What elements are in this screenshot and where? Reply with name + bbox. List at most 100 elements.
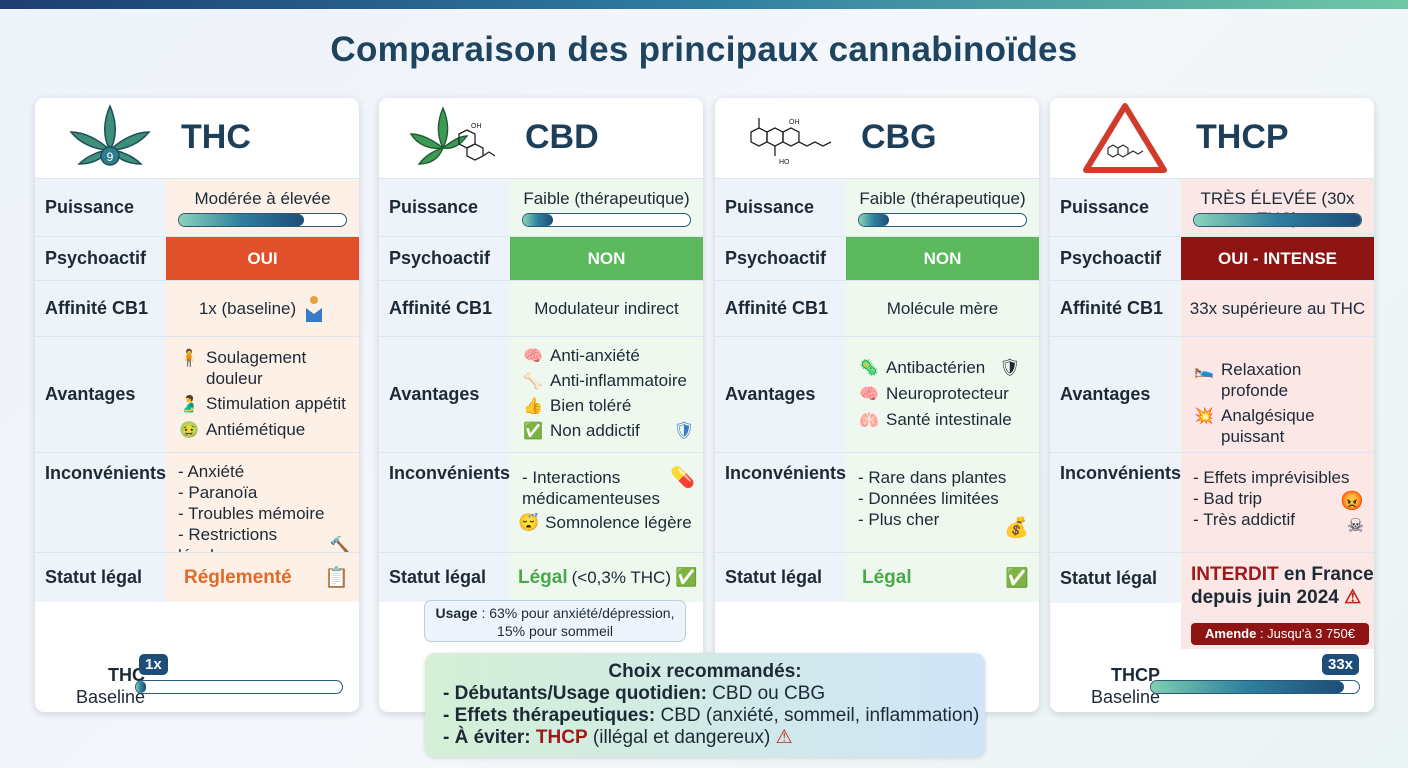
body-pain-icon: 🧍 — [179, 349, 199, 367]
usage-label: Usage — [435, 605, 478, 621]
sleepy-face-icon: 😴 — [518, 513, 540, 532]
pain-relief-icon: 💥 — [1194, 407, 1214, 425]
statut-note: (<0,3% THC) — [571, 567, 671, 587]
item-text: Soulagement douleur — [206, 348, 307, 388]
row-affinite: Affinité CB1 1x (baseline) — [35, 280, 359, 336]
row-affinite: Affinité CB1 Modulateur indirect — [379, 280, 703, 336]
label-avantages: Avantages — [35, 337, 166, 452]
logo-number: 9 — [107, 150, 114, 164]
row-avantages: Avantages 🦠 Antibactérien 🛡 🧠 Neuroprotecte… — [715, 336, 1039, 452]
row-statut: Statut légal INTERDIT en France depuis j… — [1050, 552, 1374, 649]
list-item: 🫁 Santé intestinale — [858, 409, 1031, 431]
item-text: Relaxation profonde — [1221, 360, 1302, 400]
label-puissance: Puissance — [1050, 179, 1181, 236]
list-item: - Effets imprévisibles — [1193, 468, 1350, 487]
list-item: 🧠 Anti-anxiété — [522, 345, 695, 367]
card-thcp: THCP Puissance TRÈS ÉLEVÉE (30x THC) Psy… — [1050, 98, 1374, 712]
reco-line: - À éviter: THCP (illégal et dangereux) … — [443, 727, 985, 749]
reco-rest: CBD (anxiété, sommeil, inflammation) — [655, 705, 980, 726]
shield-plus-icon: 🛡 — [999, 358, 1021, 377]
card-header: OH CBD — [379, 98, 703, 178]
statut-value: Légal — [862, 566, 912, 588]
list-item: 💥 Analgésique puissant — [1193, 405, 1366, 447]
reco-bold: - À éviter: — [443, 727, 531, 748]
psychoactif-value: OUI - INTENSE — [1181, 237, 1374, 280]
puissance-value: Faible (thérapeutique) — [859, 189, 1026, 208]
puissance-value: Modérée à élevée — [194, 189, 331, 208]
label-avantages: Avantages — [715, 337, 846, 452]
joint-icon: 🦴 — [523, 372, 543, 390]
psychoactif-value: NON — [846, 237, 1039, 280]
svg-text:HO: HO — [779, 159, 790, 166]
affinite-value: 1x (baseline) — [198, 298, 297, 318]
row-inconvenients: Inconvénients - Anxiété - Paranoïa - Tro… — [35, 452, 359, 565]
check-circle-icon: ✅ — [1005, 567, 1029, 589]
list-item: - Plus cher — [858, 510, 940, 529]
psychoactif-value: NON — [510, 237, 703, 280]
reco-line: - Débutants/Usage quotidien: CBD ou CBG — [443, 683, 985, 705]
label-psychoactif: Psychoactif — [1050, 237, 1181, 280]
item-text: Non addictif — [550, 421, 640, 440]
angry-face-icon: 😡 — [1340, 491, 1364, 512]
check-circle-icon: ✅ — [523, 422, 543, 440]
page-title: Comparaison des principaux cannabinoïdes — [330, 30, 1078, 69]
item-text: Neuroprotecteur — [886, 384, 1009, 403]
receptor-icon — [306, 295, 323, 322]
item-text: Antiémétique — [206, 420, 306, 439]
puissance-bar — [858, 213, 1027, 227]
card-name: CBD — [525, 118, 599, 156]
list-item: 🫃 Stimulation appétit — [178, 393, 351, 415]
row-inconvenients: Inconvénients - Interactions médicamente… — [379, 452, 703, 552]
gavel-icon: 🔨 — [329, 535, 351, 555]
item-text: Santé intestinale — [886, 410, 1012, 429]
puissance-bar — [178, 213, 347, 227]
row-puissance: Puissance Faible (thérapeutique) — [379, 178, 703, 236]
reco-red: THCP — [530, 727, 588, 748]
list-item: 🧍 Soulagement douleur — [178, 347, 351, 389]
cannabis-molecule-icon: OH — [409, 106, 496, 165]
row-statut: Statut légal Légal ✅ — [715, 552, 1039, 602]
row-psychoactif: Psychoactif OUI — [35, 236, 359, 280]
label-statut: Statut légal — [715, 553, 846, 602]
list-item: - Bad trip — [1193, 489, 1262, 508]
row-puissance: Puissance TRÈS ÉLEVÉE (30x THC) — [1050, 178, 1374, 236]
row-statut: Statut légal Légal (<0,3% THC) ✅ — [379, 552, 703, 602]
label-psychoactif: Psychoactif — [379, 237, 510, 280]
row-inconvenients: Inconvénients - Rare dans plantes - Donn… — [715, 452, 1039, 552]
statut-value: Légal — [518, 566, 568, 588]
footer-name: THCP — [1111, 665, 1160, 685]
puissance-value: Faible (thérapeutique) — [523, 189, 690, 208]
list-item: - Données limitées — [858, 489, 999, 508]
item-text: Anti-inflammatoire — [550, 371, 687, 390]
footer-badge: 1x — [139, 654, 168, 675]
brain-icon: 🧠 — [859, 385, 879, 403]
statut-interdit: INTERDIT — [1191, 564, 1279, 585]
card-name: CBG — [861, 118, 937, 156]
card-header: OH HO CBG — [715, 98, 1039, 178]
stomach-icon: 🫃 — [179, 395, 199, 413]
list-item: - Troubles mémoire — [178, 504, 325, 523]
list-item: 🦠 Antibactérien 🛡 — [858, 357, 1031, 379]
usage-text-2: 15% pour sommeil — [497, 623, 613, 639]
bacteria-icon: 🦠 — [859, 359, 879, 377]
label-statut: Statut légal — [379, 553, 510, 602]
row-psychoactif: Psychoactif OUI - INTENSE — [1050, 236, 1374, 280]
row-avantages: Avantages 🛌 Relaxation profonde 💥 Analgési… — [1050, 336, 1374, 452]
footer-scale: THC Baseline 1x — [35, 654, 359, 712]
footer-bar — [1150, 680, 1360, 694]
row-psychoactif: Psychoactif NON — [715, 236, 1039, 280]
label-avantages: Avantages — [1050, 337, 1181, 452]
svg-text:OH: OH — [789, 119, 800, 126]
list-item: 👍 Bien toléré — [522, 395, 695, 417]
relaxation-icon: 🛌 — [1194, 361, 1214, 379]
cannabis-leaf-icon: 9 — [69, 104, 151, 166]
label-puissance: Puissance — [715, 179, 846, 236]
list-item: - Très addictif — [1193, 510, 1296, 529]
label-inconvenients: Inconvénients — [1050, 453, 1181, 552]
label-puissance: Puissance — [379, 179, 510, 236]
skull-crossbones-icon: ☠ — [1346, 516, 1364, 537]
amende-text: : Jusqu'à 3 750€ — [1256, 626, 1355, 641]
reco-line: - Effets thérapeutiques: CBD (anxiété, s… — [443, 705, 985, 727]
usage-note: Usage : 63% pour anxiété/dépression, 15%… — [424, 600, 686, 642]
reco-bold: - Débutants/Usage quotidien: — [443, 683, 707, 704]
